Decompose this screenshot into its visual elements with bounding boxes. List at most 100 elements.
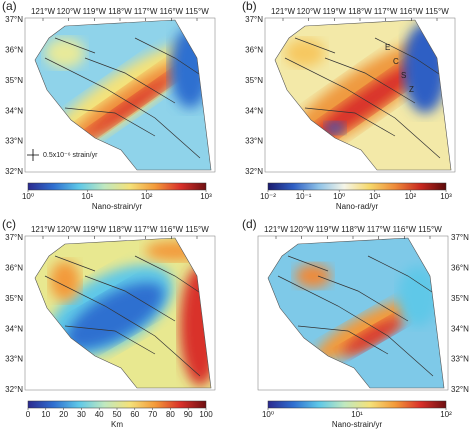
colorbar-tick-label: 10² [440, 410, 452, 419]
panel-label: (c) [2, 217, 16, 231]
colorbar-label: Nano-strain/yr [92, 202, 143, 211]
map-field [35, 238, 211, 388]
fault-line [54, 37, 96, 54]
colorbar [267, 182, 447, 191]
colorbar-tick-label: 20 [59, 410, 68, 419]
lon-tick-label: 120°W [57, 225, 82, 234]
fault-line [284, 57, 441, 159]
fault-line [324, 57, 416, 104]
lat-tick-label: 37°N [5, 15, 23, 24]
colorbar [27, 182, 207, 191]
strain-region [50, 261, 80, 301]
strain-region [342, 317, 404, 355]
lon-tick-label: 119°W [323, 7, 347, 16]
lon-tick-label: 118°W [348, 7, 372, 16]
colorbar-label: Nano-rad/yr [336, 202, 379, 211]
colorbar-tick-label: 10¹ [369, 192, 381, 201]
fault-line [134, 37, 206, 79]
colorbar-tick-label: 10⁰ [262, 410, 274, 419]
lat-tick-label: 34°N [5, 324, 23, 333]
lon-tick-label: 115°W [425, 7, 449, 16]
lat-tick-label: 35°N [245, 76, 263, 85]
colorbar-tick-label: 10⁻² [260, 192, 276, 201]
fault-line [44, 275, 201, 377]
colorbar-tick-label: 10³ [200, 192, 212, 201]
strain-region [285, 39, 325, 67]
lat-tick-label: 37°N [451, 233, 469, 242]
strain-region [180, 266, 211, 386]
colorbar-tick-label: 70 [148, 410, 157, 419]
lon-tick-label: 121°W [31, 7, 56, 16]
lon-tick-label: 121°W [31, 225, 56, 234]
lon-tick-label: 119°W [83, 225, 107, 234]
coastline [34, 237, 212, 389]
lon-tick-label: 121°W [264, 225, 289, 234]
colorbar [267, 400, 447, 409]
map-panel: (d) 121°W 120°W 119°W 118°W 117°W 116°W 115°W 37… [242, 217, 469, 429]
lat-tick-label: 33°N [245, 137, 263, 146]
fault-line [317, 275, 409, 322]
fault-line [294, 37, 336, 54]
colorbar-tick-label: 10⁻¹ [296, 192, 312, 201]
lat-tick-label: 35°N [5, 294, 23, 303]
lat-tick-label: 37°N [5, 233, 23, 242]
lon-tick-label: 119°W [316, 225, 340, 234]
colorbar-tick-label: 10² [405, 192, 417, 201]
lat-tick-label: 34°N [5, 106, 23, 115]
strain-region [145, 241, 205, 261]
lat-tick-label: 36°N [451, 264, 469, 273]
zone-label: Z [409, 85, 414, 94]
lon-tick-label: 115°W [418, 225, 442, 234]
colorbar-tick-label: 100 [199, 410, 213, 419]
fault-line [84, 57, 176, 104]
colorbar-label: Km [111, 420, 123, 429]
fault-line [367, 255, 439, 297]
lat-tick-label: 32°N [451, 385, 469, 394]
panel-label: (b) [242, 0, 257, 13]
colorbar-tick-label: 10³ [440, 192, 452, 201]
fault-line [374, 37, 446, 79]
strain-region [80, 71, 180, 141]
fault-line [54, 255, 96, 272]
lon-tick-label: 117°W [374, 7, 398, 16]
lon-tick-label: 120°W [297, 7, 322, 16]
fault-line [287, 255, 329, 272]
lat-tick-label: 35°N [5, 76, 23, 85]
map-panel: (a) 121°W 120°W 119°W 118°W 117°W 116°W 115°W 37… [2, 0, 216, 211]
colorbar-tick-label: 10 [41, 410, 50, 419]
colorbar-tick-label: 10¹ [82, 192, 94, 201]
fault-line [84, 275, 176, 322]
colorbar-tick-label: 10⁰ [333, 192, 345, 201]
fault-line [297, 325, 389, 355]
lat-tick-label: 34°N [245, 106, 263, 115]
strain-region [314, 300, 412, 362]
map-field [268, 238, 444, 388]
fault-line [134, 255, 206, 297]
lat-tick-label: 36°N [245, 46, 263, 55]
colorbar [27, 400, 207, 409]
colorbar-tick-label: 40 [95, 410, 104, 419]
fault-line [277, 275, 434, 377]
colorbar-tick-label: 10⁰ [22, 192, 34, 201]
colorbar-tick-label: 60 [130, 410, 139, 419]
lat-tick-label: 33°N [451, 355, 469, 364]
coastline [34, 19, 212, 171]
lat-tick-label: 36°N [5, 46, 23, 55]
panel-label: (a) [2, 0, 17, 13]
lon-tick-label: 116°W [160, 7, 184, 16]
lat-tick-label: 32°N [5, 167, 23, 176]
lon-tick-label: 118°W [341, 225, 365, 234]
fault-line [44, 57, 201, 159]
colorbar-tick-label: 80 [166, 410, 175, 419]
lon-tick-label: 116°W [160, 225, 184, 234]
map-field [35, 20, 211, 170]
lon-tick-label: 118°W [108, 7, 132, 16]
lat-tick-label: 32°N [245, 167, 263, 176]
lat-tick-label: 34°N [451, 324, 469, 333]
lon-tick-label: 117°W [134, 225, 158, 234]
coastline [274, 19, 452, 171]
map-panel: (c) 121°W 120°W 119°W 118°W 117°W 116°W 115°W 37… [2, 217, 216, 429]
lon-tick-label: 115°W [185, 225, 209, 234]
lat-tick-label: 33°N [5, 355, 23, 364]
